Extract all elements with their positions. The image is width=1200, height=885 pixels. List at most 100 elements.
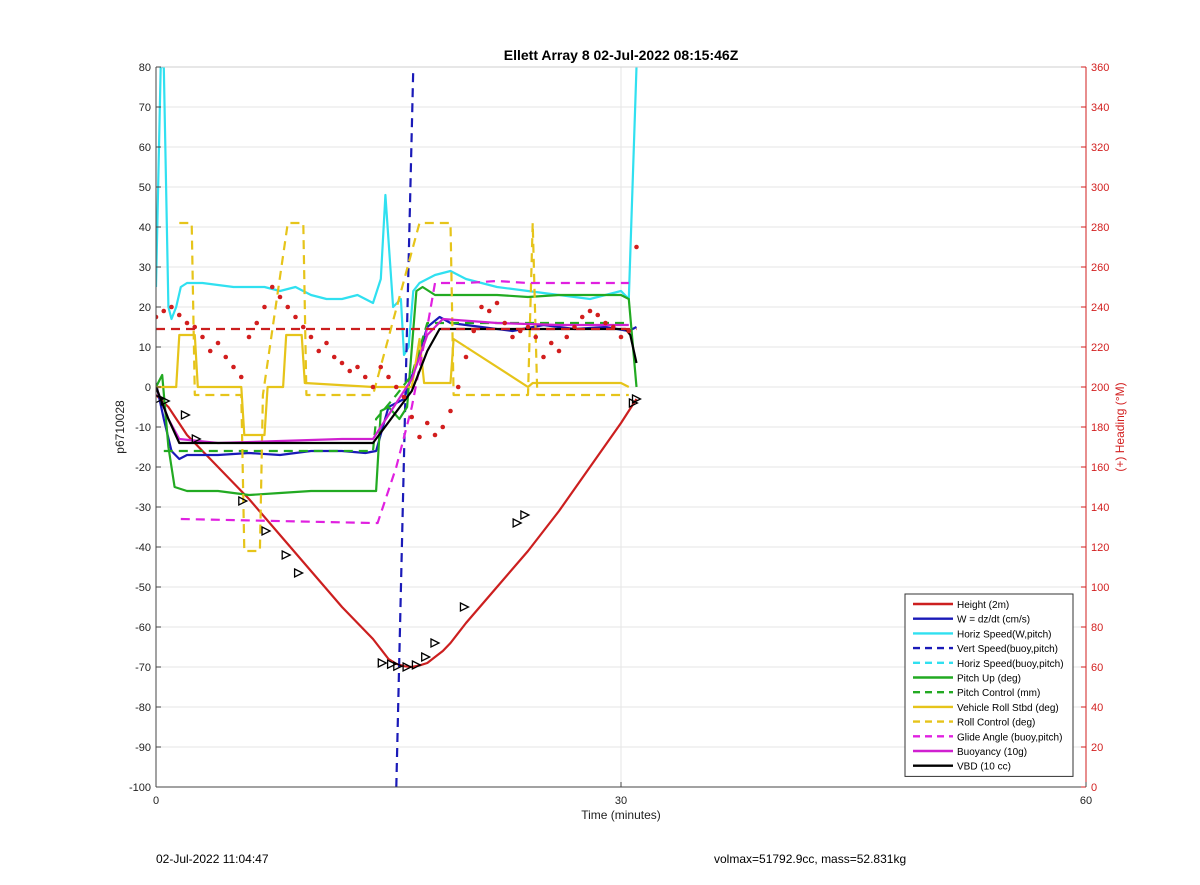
heading-point xyxy=(339,360,345,366)
heading-point xyxy=(262,304,267,310)
height-marker xyxy=(377,657,388,669)
heading-point xyxy=(424,420,430,426)
y-tick-label-right: 220 xyxy=(1091,342,1109,354)
heading-point xyxy=(277,294,283,300)
legend-label: Horiz Speed(buoy,pitch) xyxy=(957,659,1064,670)
heading-point xyxy=(347,368,353,374)
series-vehicle-roll-stbd-deg xyxy=(156,333,630,437)
y-tick-label-left: 50 xyxy=(139,182,151,194)
heading-point xyxy=(254,320,260,326)
height-marker xyxy=(459,601,470,613)
height-marker xyxy=(281,549,292,561)
y-axis-label-right: (+) Heading (°M) xyxy=(1113,382,1127,471)
heading-point xyxy=(401,394,407,400)
y-tick-label-left: 0 xyxy=(145,382,151,394)
height-marker xyxy=(180,409,191,421)
heading-point xyxy=(161,308,167,314)
y-tick-label-left: -40 xyxy=(135,542,151,554)
heading-point xyxy=(370,384,376,390)
height-marker xyxy=(520,509,531,521)
footer-timestamp: 02-Jul-2022 11:04:47 xyxy=(156,852,269,866)
y-tick-label-right: 260 xyxy=(1091,262,1109,274)
height-marker xyxy=(628,397,639,409)
y-tick-label-right: 280 xyxy=(1091,222,1109,234)
heading-point xyxy=(200,334,205,340)
heading-point xyxy=(308,334,314,340)
footer-summary: volmax=51792.9cc, mass=52.831kg xyxy=(714,852,907,866)
heading-point xyxy=(525,324,531,330)
series-layer xyxy=(156,67,642,787)
y-tick-label-left: 40 xyxy=(139,222,151,234)
heading-point xyxy=(486,308,492,314)
heading-point xyxy=(246,334,252,340)
heading-point xyxy=(355,364,360,370)
height-marker xyxy=(430,637,441,649)
y-axis-label-left: p6710028 xyxy=(113,400,127,454)
y-tick-label-left: -50 xyxy=(135,582,151,594)
heading-point xyxy=(634,244,639,250)
heading-point xyxy=(479,304,484,310)
legend: Height (2m) W = dz/dt (cm/s) Horiz Speed(W… xyxy=(904,593,1074,777)
heading-point xyxy=(572,324,577,330)
y-tick-label-left: 70 xyxy=(139,102,151,114)
y-tick-label-left: -90 xyxy=(135,742,151,754)
y-tick-label-right: 100 xyxy=(1091,582,1109,594)
heading-point xyxy=(215,340,221,346)
heading-point xyxy=(184,320,190,326)
y-tick-label-left: 20 xyxy=(139,302,151,314)
height-marker xyxy=(293,567,305,579)
heading-point xyxy=(331,354,337,360)
y-tick-label-left: -10 xyxy=(135,422,151,434)
y-tick-label-left: -100 xyxy=(129,782,151,794)
heading-point xyxy=(293,314,298,320)
heading-point xyxy=(455,384,461,390)
heading-point xyxy=(362,374,368,380)
legend-box xyxy=(904,593,1074,777)
heading-point xyxy=(564,334,570,340)
y-tick-label-right: 320 xyxy=(1091,142,1109,154)
legend-label: Pitch Control (mm) xyxy=(957,688,1040,699)
height-marker xyxy=(631,393,642,405)
x-tick-label: 0 xyxy=(153,795,159,807)
height-marker xyxy=(238,495,249,507)
series-glide-angle-buoy-pitch xyxy=(180,279,629,525)
height-marker xyxy=(191,433,202,445)
y-tick-label-right: 40 xyxy=(1091,702,1103,714)
y-tick-label-left: -70 xyxy=(135,662,151,674)
y-tick-label-right: 80 xyxy=(1091,622,1103,634)
heading-point xyxy=(324,340,329,346)
legend-label: Horiz Speed(W,pitch) xyxy=(957,629,1051,640)
heading-point xyxy=(378,364,384,370)
heading-point xyxy=(231,364,236,370)
heading-point xyxy=(603,320,608,326)
series-buoyancy-10g xyxy=(156,317,629,445)
height-marker xyxy=(402,661,413,673)
heading-point xyxy=(587,308,593,314)
heading-point xyxy=(548,340,554,346)
y-tick-label-right: 240 xyxy=(1091,302,1109,314)
legend-label: Glide Angle (buoy,pitch) xyxy=(957,732,1062,743)
heading-point xyxy=(510,334,515,340)
height-marker xyxy=(393,661,404,672)
heading-point xyxy=(156,314,159,320)
heading-point xyxy=(432,432,438,438)
axes-layer: 80706050403020100-10-20-30-40-50-60-70-8… xyxy=(129,62,1109,807)
y-tick-label-right: 300 xyxy=(1091,182,1109,194)
heading-point xyxy=(238,374,244,380)
series-pitch-control-mm xyxy=(163,321,629,453)
y-tick-label-left: 30 xyxy=(139,262,151,274)
series-pitch-up-deg xyxy=(156,285,638,497)
heading-point xyxy=(300,324,306,330)
heading-point xyxy=(533,334,539,340)
height-marker xyxy=(386,659,398,670)
heading-point xyxy=(269,284,275,290)
heading-point xyxy=(494,300,500,306)
series-heading xyxy=(156,244,639,440)
y-tick-label-left: 10 xyxy=(139,342,151,354)
legend-label: Vert Speed(buoy,pitch) xyxy=(957,644,1058,655)
y-tick-label-left: 60 xyxy=(139,142,151,154)
heading-point xyxy=(409,414,415,420)
heading-point xyxy=(176,312,182,318)
heading-point xyxy=(393,384,399,390)
